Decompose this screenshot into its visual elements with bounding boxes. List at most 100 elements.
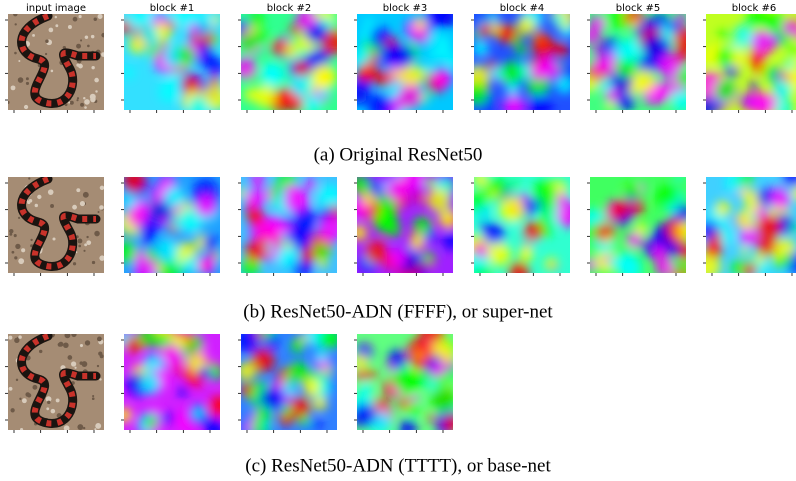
pebble [76, 188, 80, 192]
heat-blob [245, 239, 268, 262]
pebble [64, 425, 70, 431]
heat-blob [409, 234, 424, 249]
heat-blob [125, 337, 142, 354]
pebble [45, 53, 47, 55]
caption: (b) ResNet50-ADN (FFFF), or super-net [243, 301, 553, 322]
heat-blob [427, 189, 450, 212]
pebble [92, 261, 95, 264]
heat-blob [503, 95, 526, 118]
heat-blob [263, 422, 271, 430]
heat-blob [749, 214, 758, 223]
pebble [20, 428, 23, 431]
panel [695, 7, 796, 119]
heat-blob [211, 15, 220, 24]
heat-blob [739, 226, 758, 245]
heat-blob [325, 366, 333, 374]
heat-blob [255, 385, 263, 393]
heat-blob [478, 206, 491, 219]
heat-blob [675, 45, 692, 62]
panel-content [235, 323, 341, 437]
heat-blob [531, 65, 546, 80]
heat-blob [192, 407, 204, 419]
column-header: input image [26, 3, 86, 14]
heat-blob [430, 363, 445, 378]
heat-blob [282, 381, 297, 396]
heat-blob [250, 172, 265, 187]
heat-blob [784, 60, 795, 71]
heat-blob [319, 216, 345, 242]
heat-blob [352, 404, 376, 428]
heat-blob [487, 242, 511, 266]
pebble [84, 106, 87, 109]
pebble [11, 85, 16, 90]
pebble [94, 231, 100, 237]
heat-blob [770, 189, 791, 210]
heat-blob [117, 408, 132, 423]
heat-blob [669, 20, 681, 32]
heat-blob [584, 28, 600, 44]
panel-content [115, 169, 223, 282]
pebble [49, 28, 54, 33]
heat-blob [705, 239, 723, 257]
pebble [92, 397, 95, 400]
pebble [91, 35, 94, 38]
pebble [27, 393, 31, 397]
heat-blob [446, 181, 454, 189]
pebble [73, 262, 76, 265]
heat-blob [779, 254, 792, 267]
panel-content [465, 4, 577, 119]
heat-blob [178, 386, 189, 397]
heat-blob [608, 256, 621, 269]
pebble [58, 343, 62, 347]
heat-blob [294, 61, 310, 77]
pebble [26, 77, 29, 80]
heat-blob [480, 221, 488, 229]
panel-content [233, 7, 346, 113]
panel-content [582, 7, 696, 112]
heat-blob [317, 258, 327, 268]
pebble [16, 379, 18, 381]
heat-blob [772, 80, 792, 100]
pebble [14, 52, 17, 55]
pebble [95, 90, 97, 92]
heat-blob [556, 76, 574, 94]
heat-blob [158, 81, 179, 102]
heat-blob [500, 61, 523, 84]
panel [115, 169, 223, 282]
heat-blob [189, 337, 203, 351]
column-header: block #5 [616, 3, 660, 14]
pebble [18, 217, 20, 219]
pebble [77, 239, 82, 244]
heat-blob [235, 57, 257, 79]
heat-blob [768, 98, 776, 106]
heat-blob [712, 231, 722, 241]
heat-blob [676, 222, 694, 240]
panel [117, 325, 230, 439]
panel [5, 12, 106, 113]
heat-blob [561, 215, 574, 228]
pebble [94, 78, 99, 83]
pebble [100, 186, 104, 190]
heat-blob [715, 48, 733, 66]
heat-blob [443, 416, 460, 433]
heat-blob [188, 96, 209, 117]
pebble [24, 105, 28, 109]
heat-blob [643, 35, 667, 59]
heat-blob [177, 46, 195, 64]
panel [117, 4, 227, 117]
heat-blob [254, 85, 277, 108]
heat-blob [399, 376, 419, 396]
panel-content [237, 171, 344, 278]
heat-blob [616, 91, 635, 110]
column-header: block #3 [383, 3, 427, 14]
pebble [18, 60, 20, 62]
heat-blob [550, 208, 559, 217]
panel-content [117, 325, 230, 439]
page: (a) Original ResNet50 (b) ResNet50-ADN (… [0, 0, 796, 481]
heat-blob [351, 224, 367, 240]
pebble [78, 15, 81, 18]
heat-blob [164, 187, 185, 208]
heat-blob [188, 24, 198, 34]
heat-blob [757, 215, 781, 239]
heat-blob [438, 209, 457, 228]
